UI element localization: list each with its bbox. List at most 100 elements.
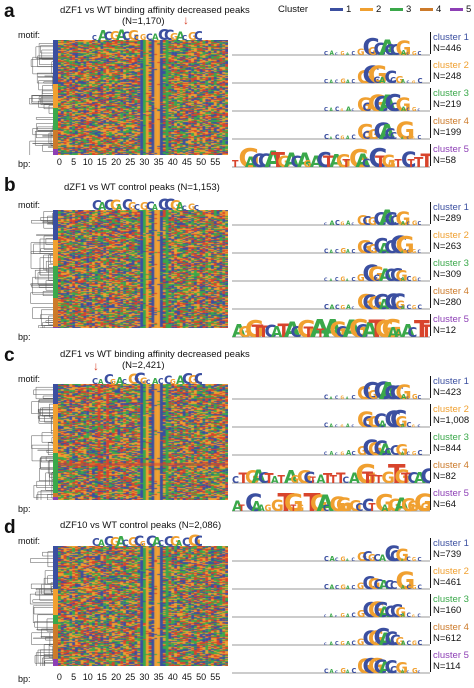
svg-text:A: A: [379, 75, 386, 84]
cluster-count: N=64: [433, 499, 456, 510]
svg-text:C: C: [92, 34, 97, 40]
svg-text:C: C: [158, 538, 164, 546]
svg-text:T: T: [278, 321, 291, 338]
svg-text:G: G: [349, 497, 362, 512]
svg-text:C: C: [324, 221, 327, 226]
cluster-label-bar: [430, 432, 431, 454]
svg-text:A: A: [346, 249, 350, 254]
svg-text:C: C: [385, 657, 398, 674]
svg-text:A: A: [401, 451, 405, 456]
cluster-bar-segment: [53, 239, 58, 267]
svg-text:C: C: [352, 557, 356, 562]
svg-text:C: C: [385, 238, 398, 254]
svg-text:C: C: [390, 382, 404, 400]
svg-text:C: C: [335, 249, 339, 254]
cluster-label-bar: [430, 376, 431, 398]
svg-text:C: C: [407, 557, 411, 562]
svg-text:G: G: [188, 531, 201, 546]
bp-tick-label: 55: [210, 157, 221, 167]
svg-text:A: A: [176, 29, 185, 40]
svg-text:C: C: [335, 52, 338, 56]
svg-text:C: C: [324, 277, 328, 282]
svg-text:C: C: [385, 210, 398, 226]
svg-text:C: C: [352, 451, 356, 456]
cluster-bar-segment: [53, 210, 58, 240]
svg-text:G: G: [368, 242, 378, 254]
svg-text:C: C: [369, 144, 388, 168]
svg-text:C: C: [324, 583, 329, 590]
svg-text:G: G: [245, 468, 259, 484]
motif-label: motif:: [18, 30, 41, 40]
panel-title: dZF1 vs WT binding affinity decreased pe…: [60, 5, 250, 16]
svg-text:G: G: [349, 144, 369, 168]
svg-text:A: A: [330, 555, 336, 562]
svg-text:C: C: [374, 92, 389, 112]
svg-text:C: C: [407, 275, 412, 282]
svg-text:G: G: [396, 441, 409, 456]
svg-text:G: G: [239, 323, 251, 338]
svg-text:C: C: [324, 668, 329, 674]
bp-label: bp:: [18, 674, 31, 684]
svg-text:C: C: [418, 584, 423, 590]
svg-text:C: C: [265, 321, 277, 338]
svg-text:A: A: [346, 396, 349, 400]
svg-text:G: G: [265, 503, 272, 512]
cluster-name: cluster 1: [433, 202, 469, 213]
svg-text:C: C: [323, 504, 329, 512]
svg-text:A: A: [395, 328, 403, 338]
svg-text:G: G: [414, 489, 430, 512]
svg-text:G: G: [357, 214, 368, 226]
svg-text:C: C: [363, 239, 374, 254]
motif-label: motif:: [18, 374, 41, 384]
svg-text:T: T: [278, 488, 295, 512]
svg-text:G: G: [357, 94, 373, 112]
svg-text:A: A: [379, 241, 390, 254]
svg-text:A: A: [346, 449, 352, 456]
cluster-bar-segment: [53, 624, 58, 660]
svg-text:G: G: [412, 451, 416, 456]
svg-text:T: T: [239, 471, 249, 484]
svg-text:A: A: [176, 374, 185, 384]
panel-subtitle: (N=2,421): [122, 360, 165, 371]
svg-text:C: C: [194, 29, 202, 40]
svg-text:C: C: [92, 198, 102, 210]
bp-tick-label: 40: [167, 672, 178, 682]
cluster-bar-segment: [53, 40, 58, 84]
svg-text:A: A: [379, 36, 396, 56]
svg-text:C: C: [352, 249, 356, 254]
svg-text:T: T: [369, 314, 386, 338]
svg-text:G: G: [412, 79, 415, 84]
bp-tick-label: 25: [125, 672, 136, 682]
svg-text:C: C: [363, 100, 372, 112]
svg-text:A: A: [356, 150, 371, 168]
svg-text:A: A: [284, 149, 299, 168]
svg-text:C: C: [390, 42, 401, 56]
svg-text:A: A: [116, 376, 124, 384]
svg-text:A: A: [379, 420, 386, 428]
svg-text:G: G: [341, 583, 346, 590]
svg-text:C: C: [335, 585, 339, 590]
svg-text:G: G: [368, 294, 382, 310]
svg-text:A: A: [379, 440, 392, 456]
svg-text:G: G: [375, 490, 394, 512]
svg-text:G: G: [396, 298, 406, 310]
svg-text:A: A: [382, 504, 389, 512]
svg-text:T: T: [401, 471, 411, 484]
svg-text:C: C: [418, 557, 422, 562]
svg-text:G: G: [341, 108, 344, 112]
bp-tick-label: 30: [139, 157, 150, 167]
svg-text:C: C: [352, 585, 356, 590]
svg-text:A: A: [98, 29, 109, 40]
cluster-label-bar: [430, 116, 431, 138]
